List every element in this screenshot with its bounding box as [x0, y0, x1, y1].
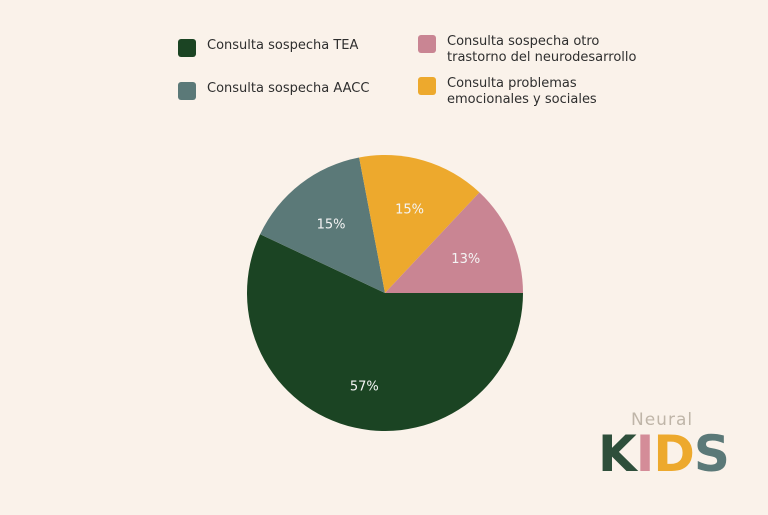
legend-label-tea: Consulta sospecha TEA	[207, 38, 359, 53]
pie-slice-0	[247, 234, 523, 431]
legend-swatch-aacc	[178, 82, 196, 100]
legend-label-otro-trastorno: Consulta sospecha otro trastorno del neu…	[447, 34, 637, 65]
pie-slice-label-0: 57%	[350, 380, 379, 395]
logo-letter-i: I	[635, 425, 655, 483]
legend-item-otro-trastorno: Consulta sospecha otro trastorno del neu…	[418, 34, 657, 66]
pie-slice-1	[260, 157, 385, 293]
legend-label-aacc: Consulta sospecha AACC	[207, 81, 370, 96]
pie-slice-2	[359, 155, 480, 293]
logo-letter-s: S	[693, 425, 730, 483]
pie-slice-3	[385, 192, 523, 293]
logo-letter-d: D	[653, 425, 695, 483]
logo-neural-text: Neural	[631, 410, 694, 430]
legend-swatch-tea	[178, 39, 196, 57]
pie-slice-label-1: 15%	[317, 217, 346, 232]
pie-slice-label-2: 15%	[395, 202, 424, 217]
logo-kids-word: K I D S	[598, 425, 730, 483]
chart-legend: Consulta sospecha TEA Consulta sospecha …	[0, 0, 768, 120]
legend-item-tea: Consulta sospecha TEA	[178, 38, 422, 57]
pie-slice-label-3: 13%	[451, 252, 480, 267]
logo-letter-k: K	[598, 425, 637, 483]
legend-swatch-otro-trastorno	[418, 35, 436, 53]
legend-item-emocionales: Consulta problemas emocionales y sociale…	[418, 76, 657, 108]
legend-label-emocionales: Consulta problemas emocionales y sociale…	[447, 76, 597, 107]
neural-kids-logo: Neural K I D S	[598, 410, 748, 490]
legend-item-aacc: Consulta sospecha AACC	[178, 81, 422, 100]
legend-swatch-emocionales	[418, 77, 436, 95]
